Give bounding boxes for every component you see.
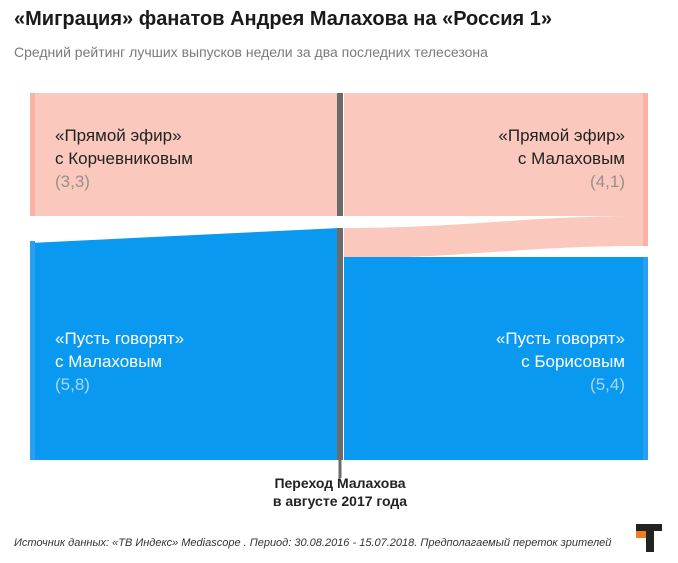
t-logo-icon (636, 524, 662, 552)
right-bottom-name-line2: с Борисовым (521, 352, 625, 371)
left-top-block-edge (30, 93, 35, 216)
right-top-name-line1: «Прямой эфир» (498, 126, 625, 145)
left-bottom-name-line1: «Пусть говорят» (55, 329, 184, 348)
left-bottom-block-edge (30, 241, 35, 460)
left-bottom-name-line2: с Малаховым (55, 352, 162, 371)
divider-line-top (337, 93, 343, 216)
left-top-name-line1: «Прямой эфир» (55, 126, 182, 145)
divider-line-bottom (337, 228, 343, 460)
left-top-value: (3,3) (55, 172, 90, 191)
left-top-block (30, 93, 340, 216)
left-bottom-block (30, 228, 340, 460)
right-bottom-value: (5,4) (590, 375, 625, 394)
right-top-value: (4,1) (590, 172, 625, 191)
right-top-name-line2: с Малаховым (518, 149, 625, 168)
left-top-name-line2: с Корчевниковым (55, 149, 193, 168)
left-bottom-value: (5,8) (55, 375, 90, 394)
right-top-block (344, 93, 648, 216)
migration-flow (344, 216, 643, 258)
chart-subtitle: Средний рейтинг лучших выпусков недели з… (14, 44, 488, 60)
right-bottom-block-edge (643, 257, 648, 460)
right-bottom-name-line1: «Пусть говорят» (496, 329, 625, 348)
chart-title: «Миграция» фанатов Андрея Малахова на «Р… (14, 8, 552, 30)
right-top-block-edge (643, 93, 648, 246)
sankey-chart: «Прямой эфир» с Корчевниковым (3,3) «Пря… (30, 93, 648, 509)
divider-label-line2: в августе 2017 года (273, 493, 407, 509)
divider-label-line1: Переход Малахова (274, 475, 405, 491)
source-note: Источник данных: «ТВ Индекс» Mediascope … (14, 537, 612, 549)
divider-line-tail (338, 460, 342, 478)
right-bottom-block (344, 257, 648, 460)
